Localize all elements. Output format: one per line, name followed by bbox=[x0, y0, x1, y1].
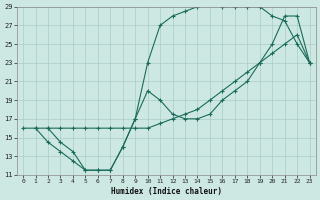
X-axis label: Humidex (Indice chaleur): Humidex (Indice chaleur) bbox=[111, 187, 222, 196]
